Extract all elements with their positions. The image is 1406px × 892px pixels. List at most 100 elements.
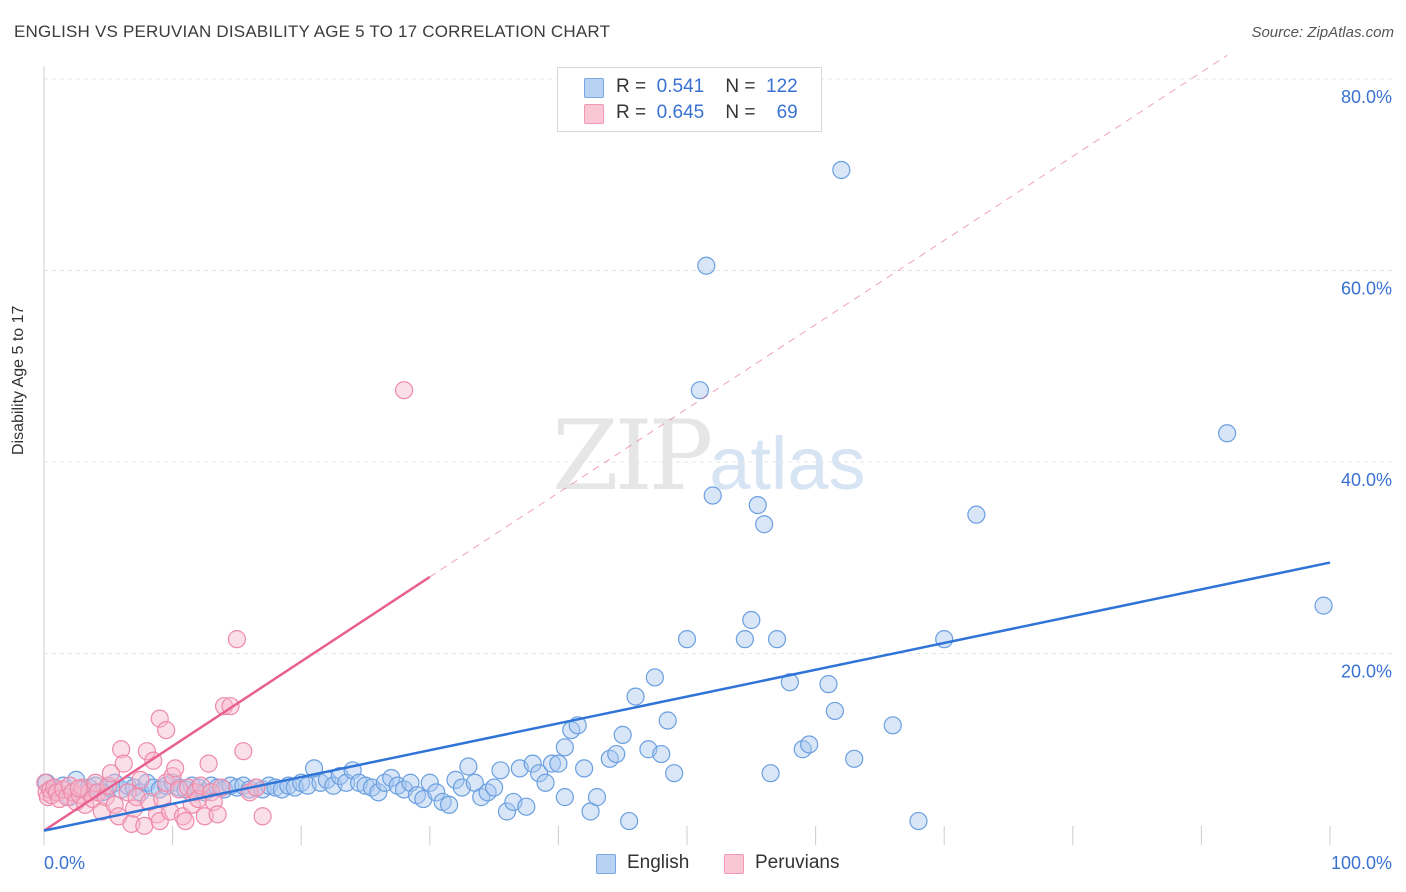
english-trend-line [43, 561, 1331, 832]
english-point [459, 757, 478, 776]
bottom-english-label: English [627, 852, 690, 873]
english-point [761, 764, 780, 783]
peruvian-point [253, 807, 272, 826]
english-point [690, 381, 709, 400]
english-n-label: N = [725, 76, 756, 97]
english-point [780, 673, 799, 692]
english-point [439, 795, 459, 814]
y-tick-label: 20.0% [1341, 662, 1392, 682]
english-point [832, 160, 851, 180]
english-point [658, 711, 677, 730]
english-point [626, 687, 645, 706]
english-point [497, 802, 517, 821]
english-point [645, 668, 664, 687]
peruvian-point [176, 811, 195, 831]
english-point [587, 788, 607, 807]
peruvian-point [131, 770, 150, 789]
english-point [536, 773, 555, 792]
y-tick-label: 60.0% [1341, 279, 1392, 299]
english-swatch [584, 78, 604, 98]
english-point [1314, 596, 1333, 615]
english-n-value: 122 [766, 76, 798, 97]
peruvian-point [101, 764, 120, 783]
english-point [677, 630, 697, 649]
english-point [735, 630, 754, 649]
english-r-value: 0.541 [656, 76, 705, 97]
english-point [523, 754, 542, 773]
peruvians-r-value: 0.645 [656, 102, 705, 123]
english-point [1218, 424, 1237, 443]
english-point [613, 725, 632, 744]
peruvian-point [227, 630, 246, 649]
english-point [883, 716, 902, 735]
english-point [825, 701, 844, 721]
bottom-english-swatch [596, 854, 616, 874]
peruvian-point [137, 742, 156, 761]
x-tick-label-min: 0.0% [44, 853, 85, 873]
english-r-label: R = [616, 76, 647, 97]
peruvians-swatch [584, 104, 604, 124]
english-point [549, 754, 568, 773]
english-point [491, 761, 510, 780]
english-point [485, 778, 504, 797]
english-point [620, 811, 639, 831]
peruvian-point [199, 754, 218, 773]
english-point [748, 495, 767, 515]
english-point [427, 783, 446, 802]
english-point [909, 811, 928, 831]
english-point [967, 505, 986, 524]
peruvian-trend-line [43, 575, 431, 832]
peruvian-point [157, 720, 176, 740]
english-point [542, 754, 562, 773]
x-tick-label-max: 100.0% [1331, 853, 1392, 873]
zipatlas-watermark: ZIPatlas [552, 400, 866, 512]
watermark-atlas: atlas [709, 422, 866, 505]
peruvian-point [166, 759, 185, 778]
english-point [845, 749, 864, 768]
watermark-zip: ZIP [552, 400, 713, 512]
peruvians-r-label: R = [616, 102, 647, 123]
english-point [755, 515, 774, 534]
english-point [607, 744, 626, 764]
bottom-peruvians-label: Peruvians [755, 852, 840, 873]
peruvian-point [191, 776, 210, 795]
y-axis-label: Disability Age 5 to 17 [10, 305, 27, 455]
english-point [742, 610, 761, 630]
y-tick-label: 80.0% [1341, 87, 1392, 107]
english-point [819, 675, 838, 694]
english-point [665, 764, 684, 783]
peruvian-point [394, 381, 414, 400]
peruvian-point [234, 742, 253, 761]
y-tick-label: 40.0% [1341, 470, 1392, 490]
english-point [800, 735, 819, 754]
english-point [517, 797, 536, 816]
peruvian-point [118, 783, 137, 802]
peruvian-point [105, 795, 124, 814]
bottom-peruvians-swatch [724, 854, 744, 874]
chart-title: ENGLISH VS PERUVIAN DISABILITY AGE 5 TO … [14, 22, 611, 41]
peruvian-trend-extension [429, 54, 1228, 578]
peruvians-n-label: N = [725, 102, 756, 123]
peruvians-n-value: 69 [776, 102, 798, 123]
english-point [697, 256, 716, 275]
source-label: Source: ZipAtlas.com [1251, 24, 1394, 41]
peruvian-point [150, 709, 169, 728]
english-point [555, 738, 574, 757]
english-point [530, 764, 549, 783]
peruvian-point [45, 778, 64, 797]
english-stats: R = 0.541 N = 122 [616, 76, 798, 98]
peruvian-point [114, 754, 133, 773]
peruvian-point [112, 740, 131, 759]
english-point [575, 759, 594, 778]
peruvian-point [69, 779, 88, 798]
english-point [369, 783, 388, 802]
peruvian-point [208, 805, 227, 824]
english-point [767, 630, 787, 649]
english-point [555, 788, 574, 807]
english-point [420, 773, 439, 792]
english-point [703, 486, 722, 505]
correlation-legend: R = 0.541 N = 122 R = 0.645 N = 69 [557, 67, 822, 132]
peruvians-stats: R = 0.645 N = 69 [616, 102, 798, 124]
english-point [652, 744, 671, 764]
